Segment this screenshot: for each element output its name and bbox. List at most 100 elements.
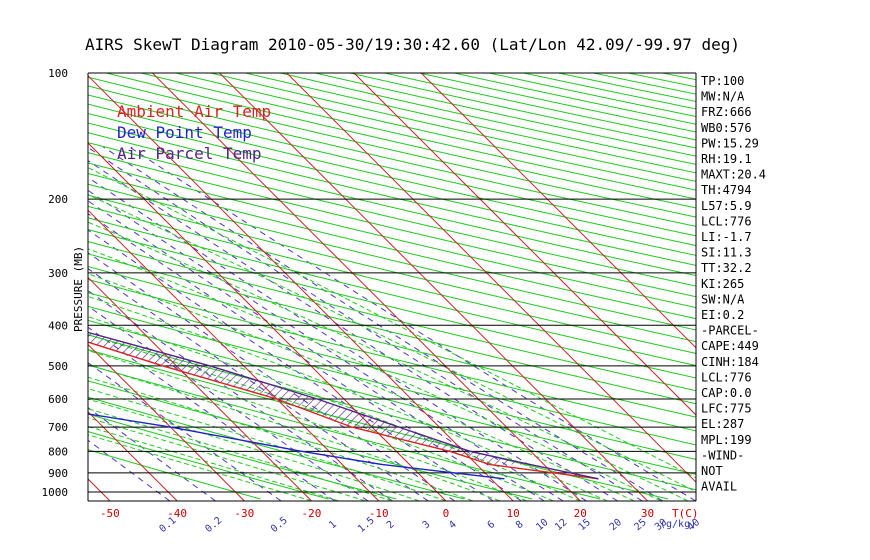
dry-adiabat-line bbox=[88, 183, 696, 331]
mixing-ratio-tick-label: 0.2 bbox=[203, 515, 224, 535]
pressure-tick-label: 400 bbox=[48, 319, 68, 332]
dry-adiabat-line bbox=[837, 73, 870, 499]
sounding-index: LCL:776 bbox=[701, 214, 752, 228]
legend-entry: Air Parcel Temp bbox=[117, 144, 262, 163]
sounding-index: -PARCEL- bbox=[701, 324, 759, 338]
dry-adiabat-line bbox=[88, 217, 696, 367]
dry-adiabat-line bbox=[802, 73, 870, 499]
pressure-tick-label: 600 bbox=[48, 393, 68, 406]
dry-adiabat-line bbox=[88, 380, 533, 500]
isotherm-line bbox=[151, 73, 581, 501]
bottom-temp-tick-label: -10 bbox=[369, 507, 389, 520]
dry-adiabat-line bbox=[88, 122, 696, 266]
pressure-tick-label: 200 bbox=[48, 193, 68, 206]
pressure-tick-label: 700 bbox=[48, 421, 68, 434]
pressure-tick-label: 900 bbox=[48, 467, 68, 480]
legend: Ambient Air Temp Dew Point Temp Air Parcel… bbox=[117, 102, 271, 163]
dry-adiabat-line bbox=[88, 85, 696, 227]
sounding-index: MPL:199 bbox=[701, 433, 752, 447]
isotherm-line bbox=[88, 276, 312, 501]
dry-adiabat-line bbox=[88, 112, 696, 256]
dry-adiabat-line bbox=[88, 205, 696, 354]
sounding-index: LFC:775 bbox=[701, 402, 752, 416]
pressure-tick-label: 1000 bbox=[42, 486, 69, 499]
series-line bbox=[88, 341, 599, 480]
sounding-index: SI:11.3 bbox=[701, 246, 752, 260]
dry-adiabat-line bbox=[523, 73, 696, 110]
sounding-index: TP:100 bbox=[701, 74, 744, 88]
mixing-ratio-line bbox=[128, 146, 696, 501]
dry-adiabat-line bbox=[88, 152, 696, 298]
dry-adiabat-line bbox=[349, 73, 696, 149]
moist-adiabat-line bbox=[88, 221, 689, 501]
sounding-index: MAXT:20.4 bbox=[701, 168, 766, 182]
series-line bbox=[88, 413, 505, 480]
sounding-index: WB0:576 bbox=[701, 121, 752, 135]
sounding-index: CAP:0.0 bbox=[701, 386, 752, 400]
sounding-index: -WIND- bbox=[701, 448, 744, 462]
moist-adiabat-line bbox=[88, 376, 473, 501]
mixing-ratio-line bbox=[88, 146, 643, 501]
sounding-index: KI:265 bbox=[701, 277, 744, 291]
isotherm-line bbox=[353, 73, 696, 416]
sounding-index: RH:19.1 bbox=[701, 152, 752, 166]
bottom-temp-tick-label: -40 bbox=[167, 507, 187, 520]
moist-adiabat-line bbox=[88, 364, 500, 501]
dry-adiabat-line bbox=[106, 73, 696, 209]
bottom-temp-tick-label: -20 bbox=[302, 507, 322, 520]
dry-adiabat-line bbox=[175, 73, 696, 191]
dry-adiabat-line bbox=[88, 319, 696, 475]
dry-adiabat-line bbox=[88, 194, 696, 343]
mixing-ratio-tick-label: 3 bbox=[421, 519, 433, 531]
dry-adiabat-line bbox=[210, 73, 696, 182]
isotherm-line bbox=[286, 73, 696, 483]
dry-adiabat-line bbox=[88, 94, 696, 237]
dry-adiabat-line bbox=[767, 73, 870, 499]
isotherm-line bbox=[420, 73, 696, 349]
cape-hatch-area bbox=[88, 332, 531, 465]
series-group bbox=[88, 331, 599, 480]
sounding-index: EL:287 bbox=[701, 417, 744, 431]
sounding-index: MW:N/A bbox=[701, 90, 745, 104]
sounding-index: EI:0.2 bbox=[701, 308, 744, 322]
dry-adiabat-line bbox=[88, 162, 696, 309]
sounding-index: LCL:776 bbox=[701, 370, 752, 384]
series-line bbox=[88, 331, 599, 480]
pressure-tick-label: 300 bbox=[48, 267, 68, 280]
sounding-index: LI:-1.7 bbox=[701, 230, 752, 244]
moist-adiabat-line bbox=[88, 194, 696, 493]
mixing-ratio-tick-label: 1 bbox=[327, 519, 339, 531]
dry-adiabat-line bbox=[88, 305, 696, 460]
sounding-index: FRZ:666 bbox=[701, 105, 752, 119]
dry-adiabat-line bbox=[384, 73, 696, 141]
pressure-tick-label: 800 bbox=[48, 445, 68, 458]
isotherm-line bbox=[0, 64, 43, 501]
dry-adiabat-line bbox=[88, 265, 696, 418]
legend-entry: Ambient Air Temp bbox=[117, 102, 271, 121]
pressure-tick-label: 100 bbox=[48, 67, 68, 80]
dry-adiabat-line bbox=[454, 73, 696, 125]
mixing-ratio-tick-label: 12 bbox=[553, 517, 569, 533]
mixing-ratio-tick-label: 20 bbox=[608, 517, 624, 533]
sounding-index: PW:15.29 bbox=[701, 136, 759, 150]
moist-adiabat-line bbox=[88, 398, 420, 501]
y-axis-label: PRESSURE (MB) bbox=[72, 246, 85, 332]
pressure-tick-label: 500 bbox=[48, 360, 68, 373]
sounding-index: TH:4794 bbox=[701, 183, 752, 197]
mixing-ratio-tick-label: 10 bbox=[534, 517, 550, 533]
isotherm-line bbox=[88, 343, 245, 501]
sounding-index: CINH:184 bbox=[701, 355, 759, 369]
mixing-ratio-axis-label: (g/kg) bbox=[660, 519, 696, 530]
bottom-temp-tick-label: 10 bbox=[506, 507, 519, 520]
dry-adiabat-line bbox=[88, 103, 696, 247]
dry-adiabat-line bbox=[88, 413, 397, 500]
dry-adiabat-line bbox=[88, 396, 465, 500]
dry-adiabat-line bbox=[315, 73, 696, 157]
mixing-ratio-line bbox=[88, 362, 282, 501]
dry-adiabat-line bbox=[88, 364, 601, 500]
mixing-ratio-tick-label: 6 bbox=[486, 519, 498, 531]
sounding-index: TT:32.2 bbox=[701, 261, 752, 275]
isotherm-line bbox=[88, 75, 514, 501]
